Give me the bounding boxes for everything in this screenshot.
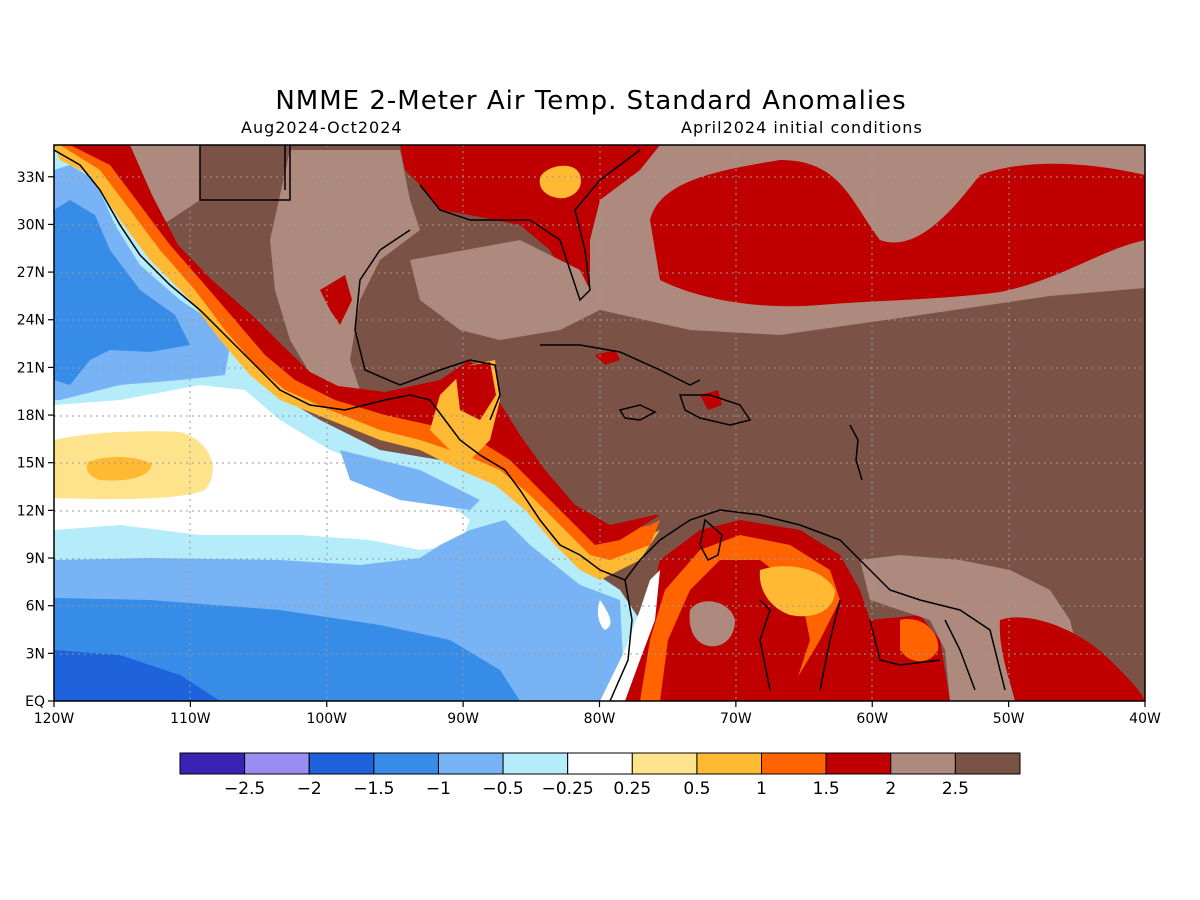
colorbar-label: 2.5 bbox=[942, 779, 969, 799]
lon-label: 40W bbox=[1129, 711, 1161, 727]
colorbar-swatch bbox=[373, 752, 439, 775]
map-panel bbox=[54, 145, 1145, 701]
axis-ticks bbox=[48, 176, 1146, 707]
colorbar-swatch bbox=[179, 752, 246, 775]
colorbar-swatch bbox=[761, 752, 827, 775]
region-andes-pinkbrown bbox=[689, 601, 735, 647]
colorbar-swatch bbox=[825, 752, 892, 775]
colorbar-swatch bbox=[954, 752, 1021, 775]
colorbar-labels: −2.5 −2 −1.5 −1 −0.5 −0.25 0.25 0.5 1 1.5 2 2.5 bbox=[224, 779, 969, 799]
lat-label: 18N bbox=[17, 408, 45, 424]
colorbar-swatch bbox=[244, 752, 310, 775]
colorbar-label: 1 bbox=[756, 779, 767, 799]
lat-label: 9N bbox=[26, 551, 45, 567]
lon-label: 70W bbox=[720, 711, 752, 727]
colorbar-label: −0.5 bbox=[482, 779, 523, 799]
lon-label: 100W bbox=[306, 711, 347, 727]
coastlines bbox=[54, 145, 1006, 701]
initial-conditions: April2024 initial conditions bbox=[681, 118, 923, 137]
lat-label: 3N bbox=[26, 646, 45, 662]
colorbar-label: −2 bbox=[297, 779, 322, 799]
region-mexico-pinkbrown bbox=[270, 150, 420, 390]
colorbar-label: 0.5 bbox=[683, 779, 710, 799]
lon-label: 90W bbox=[447, 711, 479, 727]
region-pacific-dk-blue bbox=[54, 650, 220, 701]
colorbar-swatch bbox=[308, 752, 375, 775]
colorbar-label: 1.5 bbox=[813, 779, 840, 799]
colorbar-label: 2 bbox=[885, 779, 896, 799]
region-georgia-gold bbox=[539, 165, 581, 199]
lat-label: 21N bbox=[17, 360, 45, 376]
region-coastal-red bbox=[70, 145, 660, 545]
colorbar-swatch bbox=[890, 752, 956, 775]
region-atlantic-red bbox=[650, 160, 1145, 307]
colorbar bbox=[179, 752, 1021, 775]
region-pacific-mid-blue-2 bbox=[340, 450, 480, 510]
region-atlantic-red-south bbox=[999, 617, 1145, 701]
colorbar-swatch bbox=[631, 752, 698, 775]
lon-label: 60W bbox=[856, 711, 888, 727]
region-cuba-red bbox=[595, 350, 620, 365]
colorbar-swatch bbox=[437, 752, 504, 775]
region-mexico-red-spot bbox=[320, 275, 352, 325]
map-title: NMME 2-Meter Air Temp. Standard Anomalie… bbox=[275, 86, 907, 116]
graticule bbox=[54, 145, 1145, 701]
lon-label: 80W bbox=[584, 711, 616, 727]
lat-label: 12N bbox=[17, 503, 45, 519]
region-gulf-pinkbrown bbox=[410, 240, 600, 340]
colorbar-swatch bbox=[502, 752, 569, 775]
region-guiana-orange bbox=[900, 619, 939, 662]
region-us-southeast-red bbox=[400, 145, 660, 300]
lat-label: 33N bbox=[17, 170, 45, 186]
lat-label: 27N bbox=[17, 265, 45, 281]
lon-label: 110W bbox=[170, 711, 211, 727]
lat-label: 30N bbox=[17, 217, 45, 233]
colorbar-label: −0.25 bbox=[542, 779, 594, 799]
region-pacific-white bbox=[54, 385, 470, 550]
region-yucatan-red bbox=[455, 362, 496, 420]
colorbar-label: −1.5 bbox=[353, 779, 394, 799]
colorbar-label: 0.25 bbox=[613, 779, 651, 799]
longitude-labels: 120W 110W 100W 90W 80W 70W 60W 50W 40W bbox=[34, 711, 1161, 727]
lat-label: EQ bbox=[25, 694, 45, 710]
lat-label: 15N bbox=[17, 456, 45, 472]
colorbar-label: −1 bbox=[426, 779, 451, 799]
lon-label: 120W bbox=[34, 711, 75, 727]
region-colombia-coast-white bbox=[600, 570, 660, 701]
colorbar-swatch bbox=[567, 752, 633, 775]
lat-label: 24N bbox=[17, 313, 45, 329]
region-baja-blue bbox=[54, 200, 190, 385]
latitude-labels: EQ 3N 6N 9N 12N 15N 18N 21N 24N 27N 30N 33N bbox=[17, 170, 45, 710]
colorbar-swatch bbox=[696, 752, 763, 775]
region-coast-white-spot bbox=[597, 600, 611, 630]
colorbar-label: −2.5 bbox=[224, 779, 265, 799]
lon-label: 50W bbox=[993, 711, 1025, 727]
forecast-period: Aug2024-Oct2024 bbox=[241, 118, 403, 137]
region-venezuela-gold bbox=[759, 566, 835, 617]
lat-label: 6N bbox=[26, 599, 45, 615]
